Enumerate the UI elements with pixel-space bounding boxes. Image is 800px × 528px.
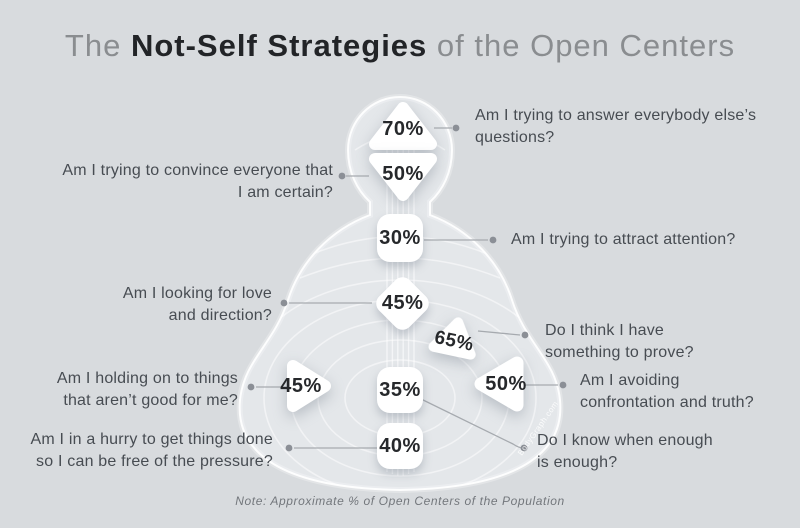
- question-spleen: Am I holding on to things that aren’t go…: [56, 370, 238, 409]
- question-head: Am I trying to answer everybody else’s q…: [475, 107, 757, 146]
- root-center-percent: 40%: [379, 434, 421, 457]
- question-root: Am I in a hurry to get things done so I …: [30, 431, 273, 470]
- g-center-percent: 45%: [381, 292, 424, 314]
- ajna-center-shape: 50%: [367, 152, 439, 202]
- question-throat: Am I trying to attract attention?: [511, 231, 736, 248]
- solar-plexus-center-percent: 50%: [485, 372, 527, 395]
- sacral-center-percent: 35%: [379, 378, 421, 401]
- spleen-center-percent: 45%: [280, 374, 322, 397]
- question-solar-plexus: Am I avoiding confrontation and truth?: [580, 372, 754, 411]
- triangle-down-icon: [369, 153, 437, 201]
- throat-center-shape: 30%: [377, 214, 423, 262]
- triangle-left-icon: [474, 356, 524, 412]
- spleen-center-shape: 45%: [280, 358, 333, 414]
- title-light-post: of the Open Centers: [427, 28, 736, 63]
- question-g-center: Am I looking for love and direction?: [122, 285, 272, 324]
- triangle-up-icon: [428, 317, 476, 360]
- question-heart: Do I think I have something to prove?: [545, 322, 694, 361]
- ajna-center-percent: 50%: [382, 162, 424, 185]
- throat-center-percent: 30%: [379, 226, 421, 249]
- sacral-center-shape: 35%: [377, 367, 423, 413]
- footnote: Note: Approximate % of Open Centers of t…: [235, 494, 565, 508]
- title-light-pre: The: [64, 28, 131, 63]
- title-bold: Not-Self Strategies: [130, 28, 428, 63]
- page-title: The Not-Self Strategies of the Open Cent…: [0, 28, 800, 64]
- triangle-right-icon: [287, 360, 331, 412]
- root-center-shape: 40%: [377, 423, 423, 469]
- solar-plexus-center-shape: 50%: [468, 355, 526, 413]
- question-sacral: Do I know when enough is enough?: [537, 432, 713, 471]
- head-center-shape: 70%: [367, 101, 439, 151]
- heart-center-shape: 65%: [425, 311, 485, 363]
- head-center-percent: 70%: [382, 117, 424, 140]
- triangle-up-icon: [369, 102, 437, 150]
- question-ajna: Am I trying to convince everyone that I …: [62, 162, 333, 201]
